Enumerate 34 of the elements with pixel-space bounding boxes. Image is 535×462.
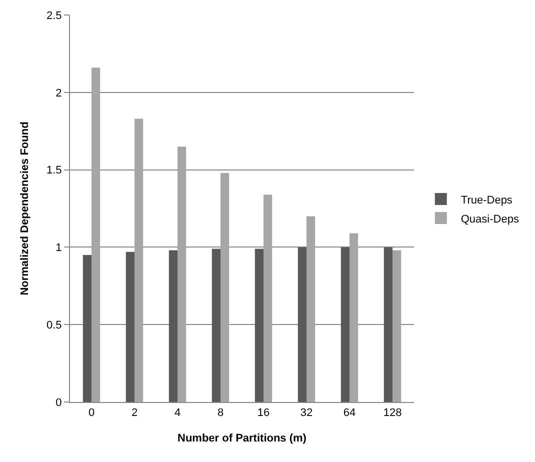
x-tick-label: 128 <box>383 407 402 420</box>
bar <box>392 250 402 402</box>
x-tick-label: 2 <box>131 407 138 420</box>
y-tick-label: 2.5 <box>46 10 62 22</box>
y-tick-label: 1.5 <box>46 164 62 177</box>
bar <box>340 247 350 402</box>
bar <box>134 118 144 402</box>
bar <box>220 172 230 402</box>
bar <box>126 252 134 402</box>
bar <box>306 216 316 402</box>
x-tick-label: 64 <box>343 407 356 420</box>
y-tick-label: 0.5 <box>46 319 62 332</box>
y-tick-label: 1 <box>56 242 62 254</box>
bar <box>178 146 186 402</box>
bar <box>384 247 392 402</box>
x-axis-title: Number of Partitions (m) <box>178 432 307 444</box>
bar <box>92 68 100 402</box>
x-tick-label: 16 <box>257 407 270 420</box>
x-tick-label: 32 <box>300 407 313 420</box>
bar <box>254 248 264 402</box>
bar <box>82 254 92 402</box>
x-tick-label: 0 <box>88 407 95 420</box>
legend-label: Quasi-Deps <box>460 213 520 226</box>
x-tick-label: 8 <box>217 407 224 420</box>
bar <box>298 247 306 402</box>
y-tick-label: 2 <box>56 87 62 100</box>
bar <box>212 248 220 402</box>
bar <box>168 250 178 402</box>
y-tick-label: 0 <box>56 396 62 409</box>
bar <box>264 194 272 402</box>
y-axis-title: Normalized Dependencies Found <box>19 122 32 296</box>
bar <box>350 233 358 402</box>
x-tick-label: 4 <box>174 407 181 420</box>
legend-label: True-Deps <box>460 194 513 206</box>
